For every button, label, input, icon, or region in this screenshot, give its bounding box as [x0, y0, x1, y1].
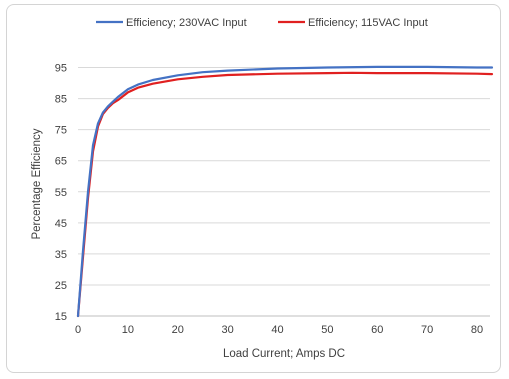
x-tick-label: 10: [122, 324, 134, 336]
y-tick-label: 25: [55, 280, 67, 292]
y-tick-label: 35: [55, 249, 67, 261]
legend-label-115vac: Efficiency; 115VAC Input: [308, 17, 428, 29]
x-tick-label: 30: [222, 324, 234, 336]
y-tick-label: 15: [55, 311, 67, 323]
x-tick-label: 70: [421, 324, 433, 336]
x-tick-label: 80: [471, 324, 483, 336]
x-tick-label: 60: [371, 324, 383, 336]
y-tick-label: 65: [55, 156, 67, 168]
x-axis-title: Load Current; Amps DC: [223, 348, 345, 360]
series-line-1: [76, 71, 494, 318]
legend-item-115vac: Efficiency; 115VAC Input: [278, 17, 428, 29]
x-tick-label: 40: [271, 324, 283, 336]
y-tick-label: 45: [55, 218, 67, 230]
gridlines: [78, 67, 490, 286]
x-tick-label: 20: [172, 324, 184, 336]
y-tick-label: 95: [55, 63, 67, 75]
series-line-0: [76, 65, 494, 318]
y-tick-label: 55: [55, 187, 67, 199]
x-tick-label: 0: [75, 324, 81, 336]
legend-item-230vac: Efficiency; 230VAC Input: [96, 17, 247, 29]
x-axis-ticks: 0 10 20 30 40 50 60 70 80: [75, 324, 483, 336]
y-axis-title: Percentage Efficiency: [31, 128, 43, 239]
y-tick-label: 75: [55, 125, 67, 137]
legend: Efficiency; 230VAC Input Efficiency; 115…: [96, 17, 428, 29]
y-axis-ticks: 15 25 35 45 55 65 75 85 95: [55, 63, 67, 323]
series-layer: [76, 65, 494, 318]
legend-label-230vac: Efficiency; 230VAC Input: [126, 17, 247, 29]
y-tick-label: 85: [55, 94, 67, 106]
x-tick-label: 50: [321, 324, 333, 336]
